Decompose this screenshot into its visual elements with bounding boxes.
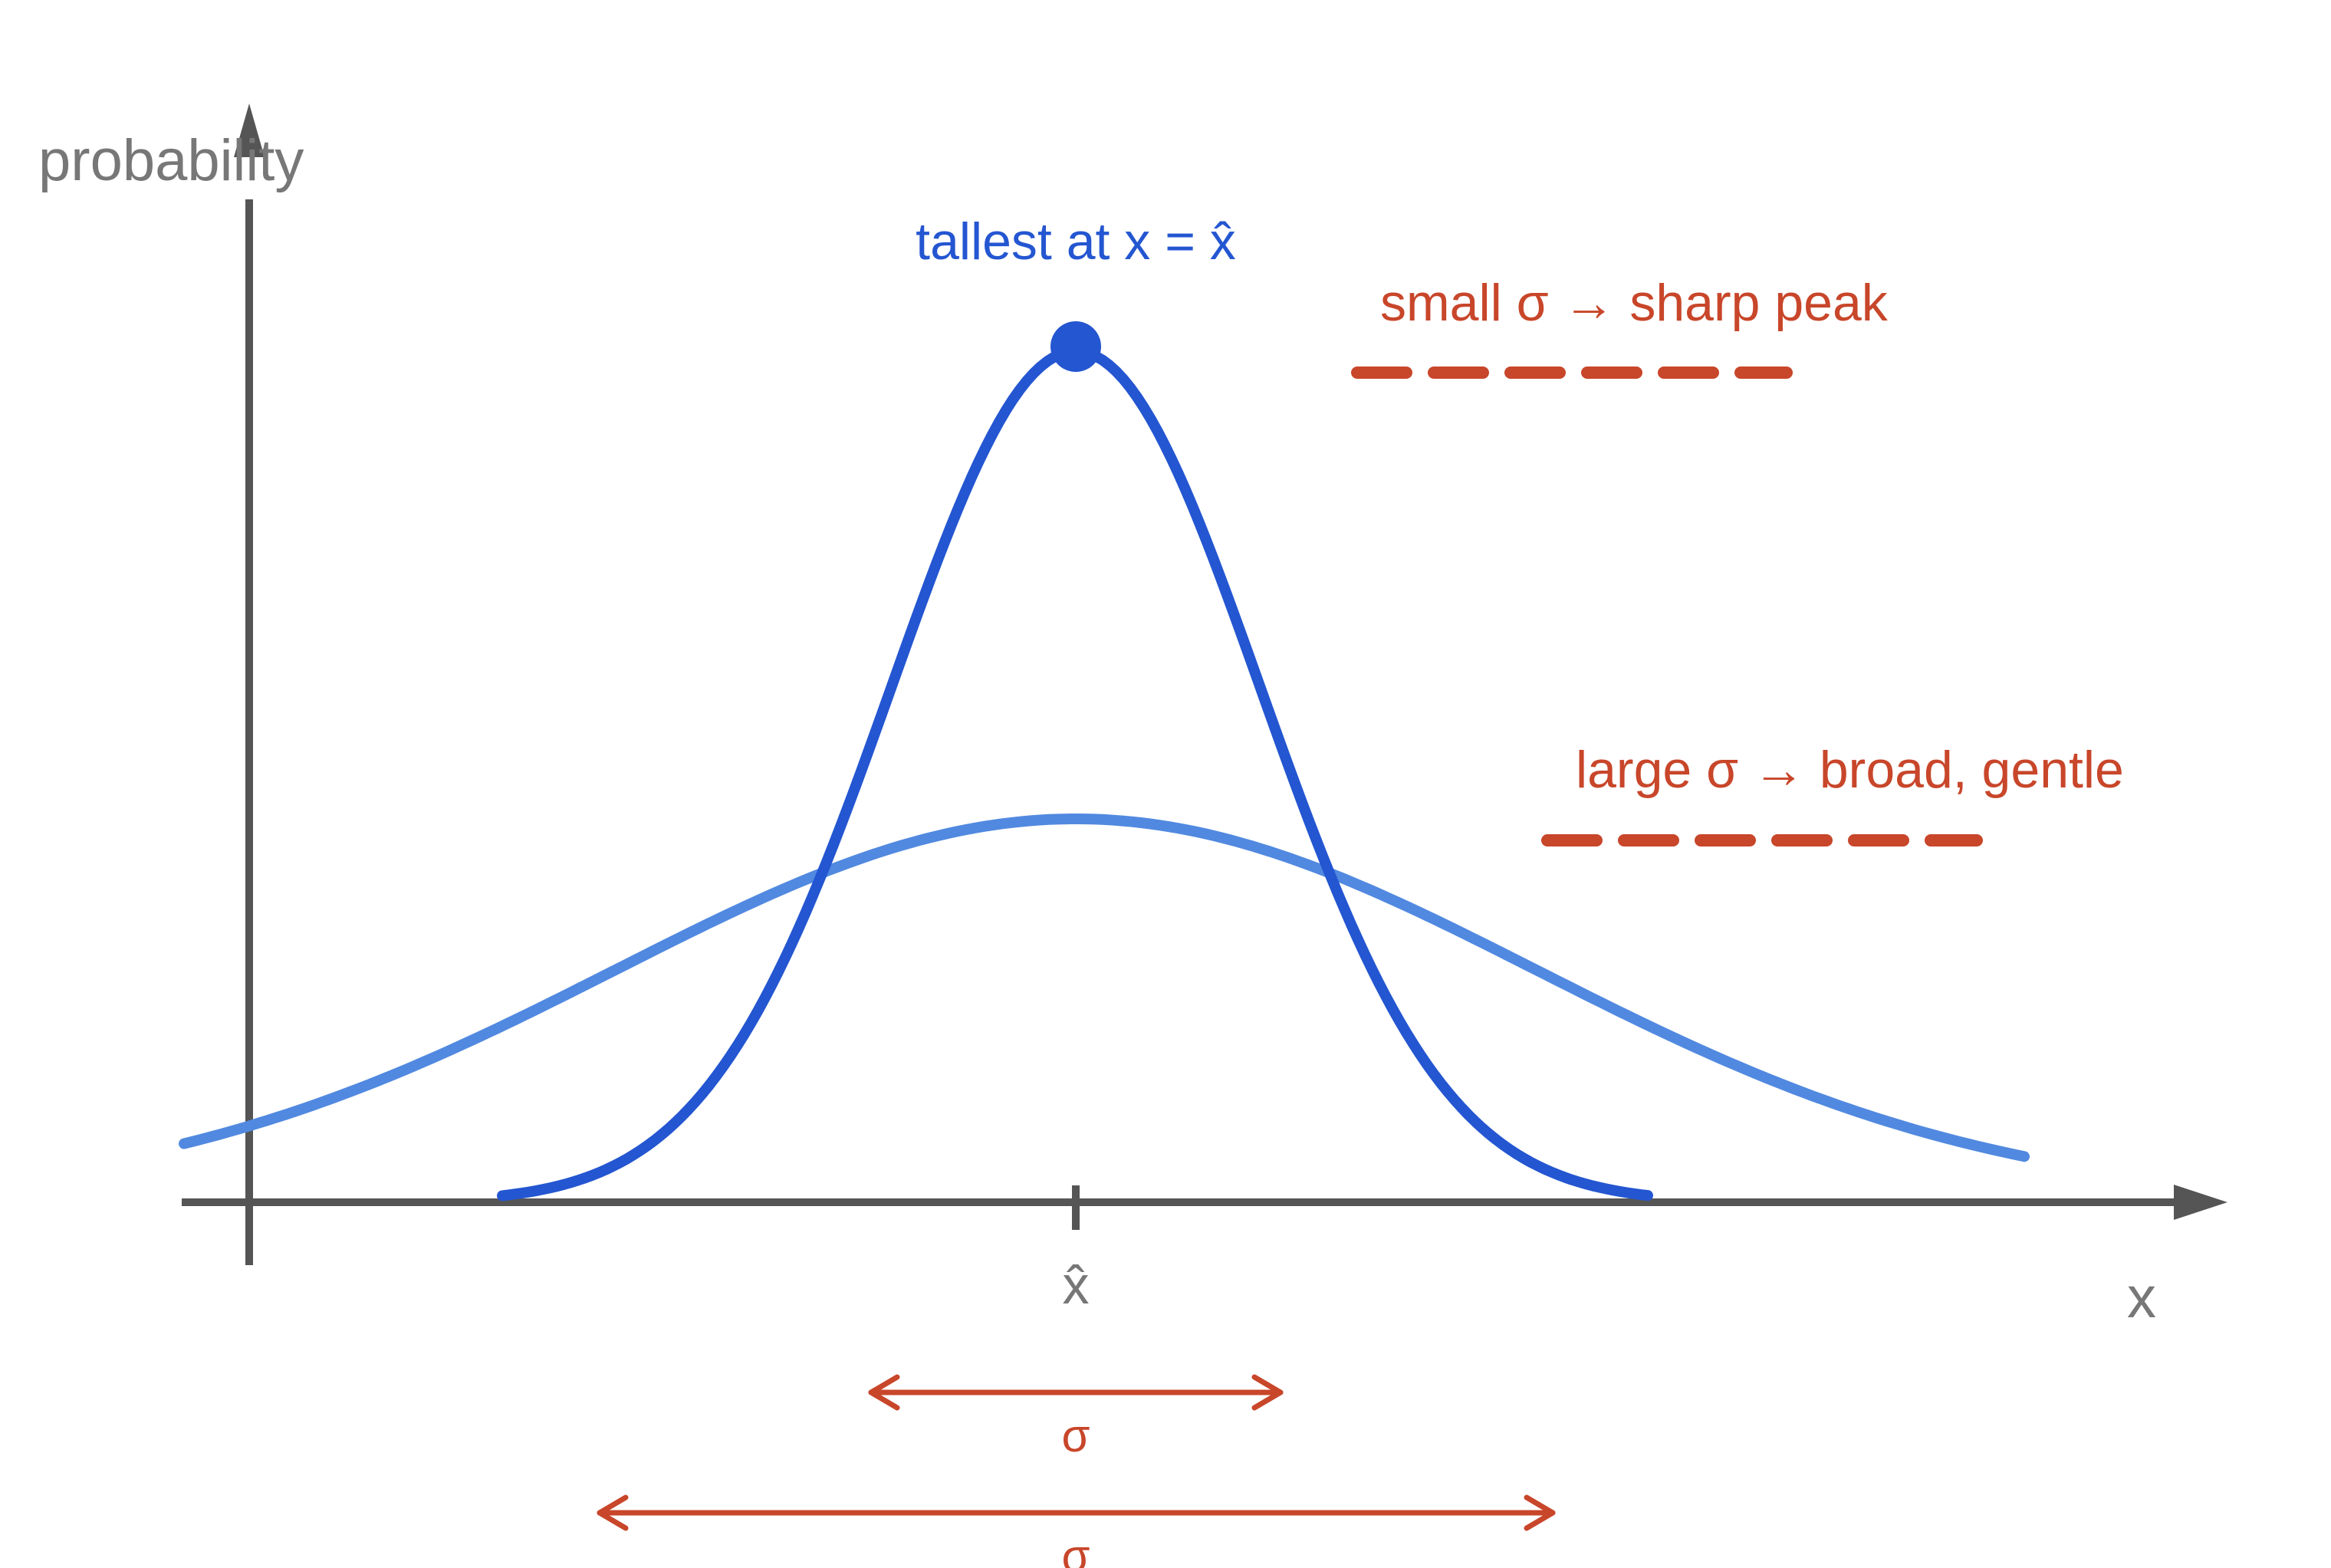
y-axis-arrowhead xyxy=(234,104,265,157)
x-axis-label: x xyxy=(2127,1265,2156,1330)
sigma-arrow-wide xyxy=(597,1494,1556,1531)
legend-large-sigma-label: large σ → broad, gentle xyxy=(1576,741,2124,799)
sigma-label-narrow: σ xyxy=(1061,1410,1090,1461)
sigma-arrow-narrow xyxy=(868,1374,1284,1411)
wide-gaussian-curve xyxy=(179,814,2030,1162)
sigma-label-wide: σ xyxy=(1061,1530,1090,1568)
mean-tick-label: x̂ xyxy=(1063,1255,1090,1315)
peak-marker xyxy=(1050,321,1101,372)
x-axis-arrowhead xyxy=(2174,1185,2227,1220)
peak-annotation: tallest at x = x̂ xyxy=(916,212,1236,271)
narrow-gaussian-curve xyxy=(497,346,1653,1201)
y-axis-label: probability xyxy=(38,128,304,193)
legend-small-sigma-label: small σ → sharp peak xyxy=(1380,274,1889,332)
